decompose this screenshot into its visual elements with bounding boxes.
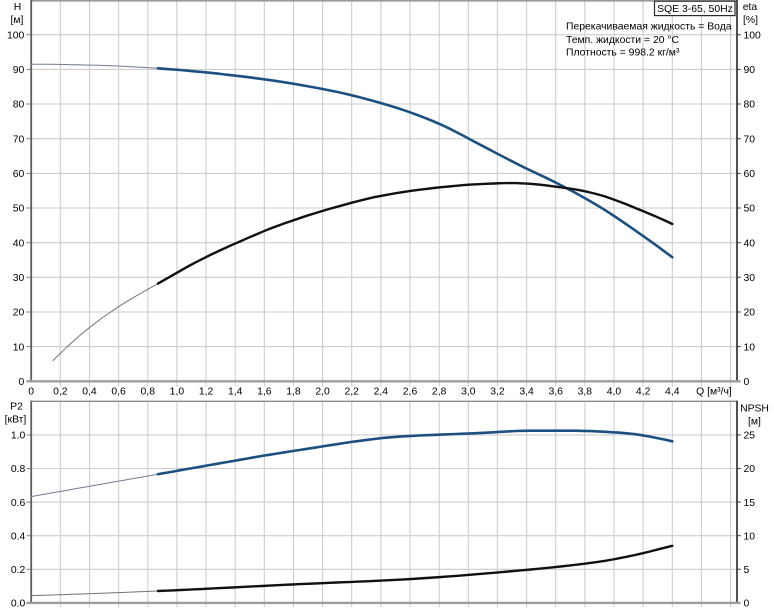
svg-text:H: H: [14, 2, 22, 13]
svg-text:0.2: 0.2: [11, 565, 26, 576]
svg-text:2,2: 2,2: [345, 387, 360, 398]
svg-text:1,8: 1,8: [286, 387, 301, 398]
svg-text:60: 60: [13, 169, 25, 180]
svg-text:1,0: 1,0: [170, 387, 185, 398]
svg-text:Темп. жидкости = 20 °C: Темп. жидкости = 20 °C: [566, 35, 680, 46]
svg-text:30: 30: [13, 273, 25, 284]
svg-text:70: 70: [744, 134, 756, 145]
svg-text:NPSH: NPSH: [740, 403, 769, 414]
svg-text:3,4: 3,4: [519, 387, 534, 398]
svg-text:[%]: [%]: [743, 15, 758, 26]
svg-text:1.0: 1.0: [11, 431, 26, 442]
svg-text:70: 70: [13, 134, 25, 145]
svg-text:0.8: 0.8: [11, 464, 26, 475]
svg-text:0,8: 0,8: [141, 387, 156, 398]
svg-text:4,2: 4,2: [636, 387, 651, 398]
svg-text:90: 90: [13, 65, 25, 76]
svg-text:80: 80: [13, 100, 25, 111]
svg-text:4,4: 4,4: [665, 387, 680, 398]
svg-text:10: 10: [744, 342, 756, 353]
svg-text:100: 100: [7, 30, 25, 41]
svg-text:SQE 3-65, 50Hz: SQE 3-65, 50Hz: [657, 4, 733, 15]
svg-text:20: 20: [744, 308, 756, 319]
svg-text:Q [м³/ч]: Q [м³/ч]: [696, 387, 732, 398]
svg-text:1,2: 1,2: [199, 387, 214, 398]
svg-text:2,0: 2,0: [315, 387, 330, 398]
svg-text:50: 50: [744, 204, 756, 215]
svg-text:0.0: 0.0: [11, 599, 26, 610]
svg-text:5: 5: [744, 565, 750, 576]
svg-text:P2: P2: [10, 401, 23, 412]
svg-text:20: 20: [744, 464, 756, 475]
svg-text:3,6: 3,6: [548, 387, 563, 398]
svg-text:1,6: 1,6: [257, 387, 272, 398]
svg-text:90: 90: [744, 65, 756, 76]
svg-text:20: 20: [13, 308, 25, 319]
svg-text:[м]: [м]: [748, 417, 761, 428]
svg-text:2,8: 2,8: [432, 387, 447, 398]
svg-text:4,0: 4,0: [607, 387, 622, 398]
svg-text:0: 0: [744, 377, 750, 388]
svg-text:60: 60: [744, 169, 756, 180]
svg-text:40: 40: [13, 238, 25, 249]
svg-text:Перекачиваемая жидкость = Вода: Перекачиваемая жидкость = Вода: [566, 22, 732, 33]
svg-text:0: 0: [28, 387, 34, 398]
svg-text:[кВт]: [кВт]: [5, 415, 27, 426]
svg-text:0,6: 0,6: [111, 387, 126, 398]
svg-text:3,8: 3,8: [578, 387, 593, 398]
svg-text:3,0: 3,0: [461, 387, 476, 398]
svg-text:30: 30: [744, 273, 756, 284]
svg-text:0.6: 0.6: [11, 498, 26, 509]
svg-text:1,4: 1,4: [228, 387, 243, 398]
svg-text:2,4: 2,4: [374, 387, 389, 398]
svg-text:100: 100: [744, 30, 762, 41]
svg-text:0,2: 0,2: [53, 387, 68, 398]
svg-text:15: 15: [744, 498, 756, 509]
svg-text:[м]: [м]: [11, 15, 24, 26]
svg-text:80: 80: [744, 100, 756, 111]
svg-text:0,4: 0,4: [82, 387, 97, 398]
svg-text:eta: eta: [743, 2, 758, 13]
svg-text:10: 10: [13, 342, 25, 353]
svg-text:0: 0: [19, 377, 25, 388]
svg-text:10: 10: [744, 531, 756, 542]
svg-text:0.4: 0.4: [11, 531, 26, 542]
svg-text:50: 50: [13, 204, 25, 215]
svg-text:40: 40: [744, 238, 756, 249]
svg-text:0: 0: [744, 599, 750, 610]
svg-text:25: 25: [744, 431, 756, 442]
svg-text:2,6: 2,6: [403, 387, 418, 398]
svg-text:3,2: 3,2: [490, 387, 505, 398]
svg-text:Плотность = 998.2 кг/м³: Плотность = 998.2 кг/м³: [566, 47, 680, 58]
